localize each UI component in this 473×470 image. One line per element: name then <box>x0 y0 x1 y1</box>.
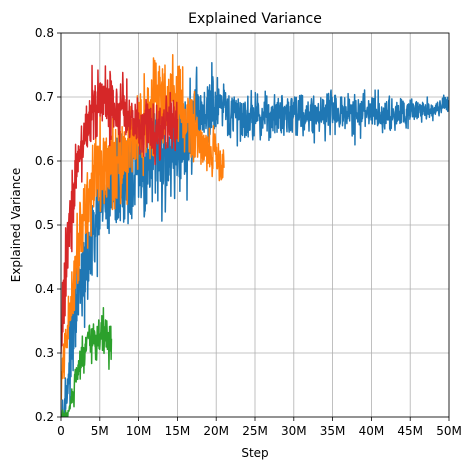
series-line-4 <box>61 64 179 354</box>
chart-title: Explained Variance <box>188 11 322 27</box>
series-lines <box>61 54 449 417</box>
x-tick-label: 10M <box>126 424 152 438</box>
x-tick-label: 30M <box>281 424 307 438</box>
y-tick-label: 0.4 <box>35 282 54 296</box>
y-tick-label: 0.7 <box>35 90 54 104</box>
axis-ticks: 0 5M 10M 15M 20M 25M 30M 35M 40M 45M 50M 0.2 0.3 0.4 0… <box>35 26 462 438</box>
y-tick-label: 0.2 <box>35 410 54 424</box>
series-line-3 <box>61 307 113 417</box>
y-tick-label: 0.6 <box>35 154 54 168</box>
x-tick-label: 15M <box>165 424 191 438</box>
y-tick-label: 0.8 <box>35 26 54 40</box>
y-tick-label: 0.3 <box>35 346 54 360</box>
x-tick-label: 25M <box>242 424 268 438</box>
y-axis-label: Explained Variance <box>9 168 23 283</box>
y-tick-label: 0.5 <box>35 218 54 232</box>
x-tick-label: 40M <box>359 424 385 438</box>
x-tick-label: 0 <box>57 424 65 438</box>
x-tick-label: 20M <box>203 424 229 438</box>
x-tick-label: 5M <box>91 424 109 438</box>
x-tick-label: 50M <box>436 424 462 438</box>
x-axis-label: Step <box>241 446 268 460</box>
x-tick-label: 45M <box>397 424 423 438</box>
x-tick-label: 35M <box>320 424 346 438</box>
